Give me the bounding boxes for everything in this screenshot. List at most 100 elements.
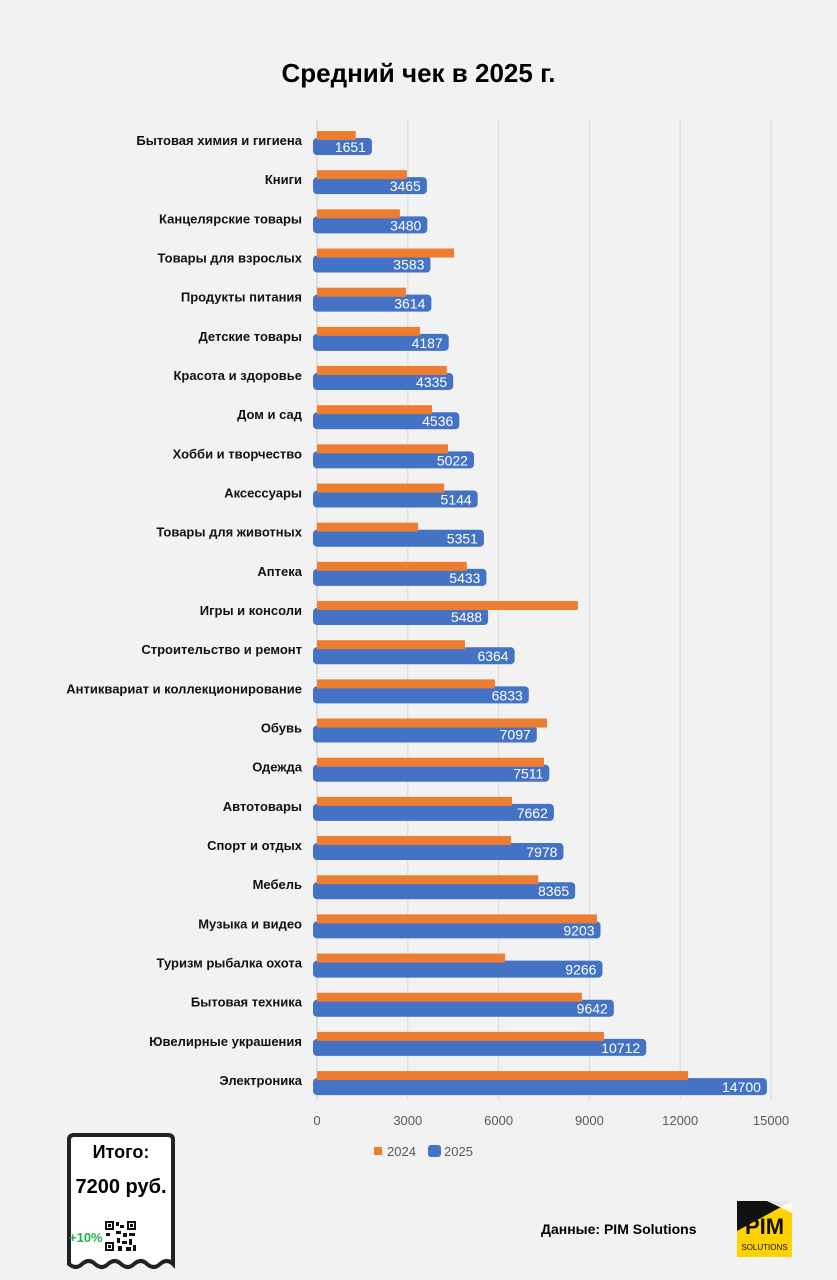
bar-chart: 0 3000 6000 9000 12000 15000 Бытовая химия и г… xyxy=(66,120,789,1159)
data-label-2025: 3583 xyxy=(393,257,424,273)
bar-2025 xyxy=(313,568,487,586)
bar-2025 xyxy=(313,921,601,939)
bar-2025 xyxy=(313,764,550,782)
bar-2024 xyxy=(317,953,505,963)
data-label-2025: 1651 xyxy=(335,139,366,155)
chart-title: Средний чек в 2025 г. xyxy=(281,58,556,88)
category-label: Аксессуары xyxy=(224,486,302,501)
bar-2025 xyxy=(313,216,428,234)
bar-2024 xyxy=(317,757,544,767)
category-label: Бытовая техника xyxy=(191,995,303,1010)
data-label-2025: 9203 xyxy=(563,922,594,938)
data-label-2025: 5488 xyxy=(451,609,482,625)
bar-2025 xyxy=(313,999,614,1017)
data-label-2025: 5351 xyxy=(447,531,478,547)
legend-swatch-2025 xyxy=(428,1145,441,1157)
bar-2025 xyxy=(313,412,460,430)
bar-2024 xyxy=(317,248,455,258)
bar-2025 xyxy=(313,686,529,704)
x-tick-label: 12000 xyxy=(662,1113,698,1128)
bar-2024 xyxy=(317,287,406,297)
data-label-2025: 14700 xyxy=(722,1079,761,1095)
data-label-2025: 5144 xyxy=(441,492,472,508)
x-tick-label: 0 xyxy=(313,1113,320,1128)
bar-2025 xyxy=(313,373,454,391)
category-label: Аптека xyxy=(257,564,302,579)
category-label: Электроника xyxy=(219,1073,302,1088)
x-tick-label: 15000 xyxy=(753,1113,789,1128)
data-label-2025: 6833 xyxy=(492,687,523,703)
bar-2025 xyxy=(313,725,537,743)
data-source: Данные: PIM Solutions xyxy=(541,1221,697,1237)
category-label: Товары для взрослых xyxy=(158,251,303,266)
category-label: Обувь xyxy=(261,721,302,736)
category-label: Канцелярские товары xyxy=(159,211,302,226)
bar-2024 xyxy=(317,875,539,885)
receipt-label: Итого: xyxy=(92,1142,150,1162)
legend-label-2025: 2025 xyxy=(444,1144,473,1159)
svg-text:SOLUTIONS: SOLUTIONS xyxy=(741,1243,787,1252)
category-label: Музыка и видео xyxy=(198,916,302,931)
bar-2024 xyxy=(317,640,466,650)
bar-2025 xyxy=(313,647,515,665)
receipt-outline-icon xyxy=(67,1133,175,1269)
bar-2024 xyxy=(317,405,433,415)
bar-2025 xyxy=(313,255,431,273)
data-label-2025: 7097 xyxy=(500,727,531,743)
bar-2025 xyxy=(313,529,484,547)
bar-2025 xyxy=(313,608,489,626)
bar-2024 xyxy=(317,522,419,532)
category-label: Строительство и ремонт xyxy=(141,642,302,657)
data-label-2025: 3465 xyxy=(390,178,421,194)
bar-2024 xyxy=(317,209,400,219)
category-label: Товары для животных xyxy=(156,525,302,540)
bar-2025 xyxy=(313,882,576,900)
data-label-2025: 8365 xyxy=(538,883,569,899)
category-label: Книги xyxy=(265,172,302,187)
bar-2025 xyxy=(313,138,372,155)
svg-text:PIM: PIM xyxy=(745,1214,784,1239)
x-tick-label: 6000 xyxy=(484,1113,513,1128)
category-label: Хобби и творчество xyxy=(173,446,302,461)
data-label-2025: 3614 xyxy=(394,296,425,312)
bar-2024 xyxy=(317,992,582,1002)
bar-2025 xyxy=(313,490,478,508)
bar-2025 xyxy=(313,333,449,351)
data-label-2025: 5433 xyxy=(449,570,480,586)
bar-2024 xyxy=(317,1031,604,1041)
data-label-2025: 6364 xyxy=(477,648,508,664)
category-label: Детские товары xyxy=(199,329,302,344)
receipt-value: 7200 руб. xyxy=(75,1176,167,1198)
data-label-2025: 9642 xyxy=(577,1001,608,1017)
bar-2024 xyxy=(317,601,578,611)
bar-2025 xyxy=(313,843,564,861)
receipt-change: +10% xyxy=(69,1230,103,1245)
data-label-2025: 4335 xyxy=(416,374,447,390)
bar-2025 xyxy=(313,1078,767,1096)
bar-2025 xyxy=(313,294,432,312)
bar-2024 xyxy=(317,914,597,924)
qr-code-icon xyxy=(104,1220,137,1252)
bar-2025 xyxy=(313,803,554,821)
x-tick-label: 3000 xyxy=(393,1113,422,1128)
category-label: Ювелирные украшения xyxy=(149,1034,302,1049)
bar-2024 xyxy=(317,326,420,336)
pim-solutions-logo: PIM SOLUTIONS xyxy=(737,1201,792,1257)
category-label: Дом и сад xyxy=(237,407,303,422)
category-label: Антиквариат и коллекционирование xyxy=(66,681,302,696)
data-label-2025: 7511 xyxy=(513,766,543,782)
bar-2024 xyxy=(317,131,356,140)
bar-2024 xyxy=(317,366,447,376)
bar-2025 xyxy=(313,177,427,195)
bar-2025 xyxy=(313,960,603,978)
bar-2024 xyxy=(317,1071,689,1081)
bar-2024 xyxy=(317,170,407,180)
bar-2024 xyxy=(317,836,512,846)
data-label-2025: 4187 xyxy=(412,335,443,351)
category-label: Спорт и отдых xyxy=(207,838,303,853)
bar-2024 xyxy=(317,796,512,806)
data-label-2025: 3480 xyxy=(390,217,421,233)
data-label-2025: 7978 xyxy=(526,844,557,860)
legend-label-2024: 2024 xyxy=(387,1144,416,1159)
legend-swatch-2024 xyxy=(374,1147,382,1155)
